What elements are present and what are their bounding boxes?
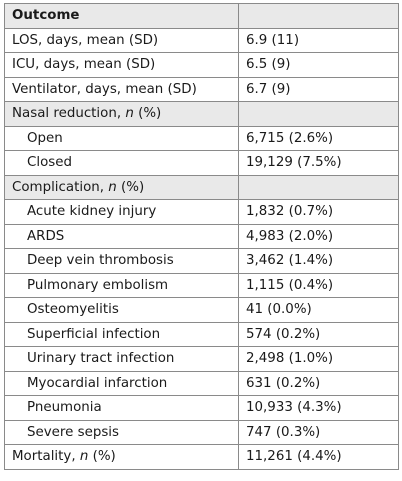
table-row: Acute kidney injury 1,832 (0.7%) [4,199,399,225]
table-row: Osteomyelitis 41 (0.0%) [4,297,399,323]
row-value-cell [238,174,399,200]
table-row: Deep vein thrombosis 3,462 (1.4%) [4,248,399,274]
row-value-cell: 41 (0.0%) [238,297,399,323]
row-label-cell: Open [4,125,239,151]
table-row: Pulmonary embolism 1,115 (0.4%) [4,272,399,298]
table-row: Superficial infection 574 (0.2%) [4,321,399,347]
row-value-cell: 1,115 (0.4%) [238,272,399,298]
row-label-cell: Myocardial infarction [4,370,239,396]
table-row: ARDS 4,983 (2.0%) [4,223,399,249]
row-label-cell: Pneumonia [4,395,239,421]
row-value-cell: 3,462 (1.4%) [238,248,399,274]
row-value-cell: 19,129 (7.5%) [238,150,399,176]
row-value-cell: 6,715 (2.6%) [238,125,399,151]
header-outcome-cell: Outcome [4,3,239,29]
row-label-cell: Severe sepsis [4,419,239,445]
row-label-cell: Ventilator, days, mean (SD) [4,76,239,102]
row-label-suffix: (%) [116,179,145,195]
table-container: Outcome LOS, days, mean (SD) 6.9 (11) ICU,… [4,3,399,470]
table-row: Severe sepsis 747 (0.3%) [4,419,399,445]
row-label-cell: ICU, days, mean (SD) [4,52,239,78]
row-label-text: Nasal reduction, [12,106,126,122]
row-label-text: Mortality, [12,449,80,465]
row-label-suffix: (%) [88,449,116,465]
row-label-cell: Superficial infection [4,321,239,347]
row-value-cell: 4,983 (2.0%) [238,223,399,249]
table-row: Open 6,715 (2.6%) [4,125,399,151]
table-header-row: Outcome [4,3,399,29]
row-label-cell: Osteomyelitis [4,297,239,323]
table-row: Urinary tract infection 2,498 (1.0%) [4,346,399,372]
row-value-cell: 11,261 (4.4%) [238,444,399,470]
row-value-cell: 10,933 (4.3%) [238,395,399,421]
table-row: Pneumonia 10,933 (4.3%) [4,395,399,421]
table-row: Myocardial infarction 631 (0.2%) [4,370,399,396]
row-value-cell: 574 (0.2%) [238,321,399,347]
row-label-cell: Pulmonary embolism [4,272,239,298]
row-label-italic: n [125,106,134,122]
section-row: Nasal reduction, n (%) [4,101,399,127]
row-value-cell: 631 (0.2%) [238,370,399,396]
row-label-cell: Acute kidney injury [4,199,239,225]
outcomes-table: Outcome LOS, days, mean (SD) 6.9 (11) ICU,… [4,3,399,470]
row-value-cell: 6.7 (9) [238,76,399,102]
row-label-cell: Deep vein thrombosis [4,248,239,274]
row-label-text: Complication, [12,179,109,195]
table-row: ICU, days, mean (SD) 6.5 (9) [4,52,399,78]
table-row: LOS, days, mean (SD) 6.9 (11) [4,27,399,53]
row-value-cell: 747 (0.3%) [238,419,399,445]
row-value-cell: 6.9 (11) [238,27,399,53]
row-label-cell: Mortality, n (%) [4,444,239,470]
row-label-cell: Urinary tract infection [4,346,239,372]
table-row: Mortality, n (%) 11,261 (4.4%) [4,444,399,470]
row-value-cell: 1,832 (0.7%) [238,199,399,225]
row-label-cell: Complication, n (%) [4,174,239,200]
section-row: Complication, n (%) [4,174,399,200]
row-value-cell: 6.5 (9) [238,52,399,78]
row-value-cell [238,101,399,127]
table-row: Ventilator, days, mean (SD) 6.7 (9) [4,76,399,102]
row-label-cell: Nasal reduction, n (%) [4,101,239,127]
row-label-cell: LOS, days, mean (SD) [4,27,239,53]
row-label-cell: ARDS [4,223,239,249]
row-label-italic: n [108,179,117,195]
table-row: Closed 19,129 (7.5%) [4,150,399,176]
row-label-suffix: (%) [133,106,162,122]
row-label-cell: Closed [4,150,239,176]
row-label-italic: n [79,449,89,465]
header-value-cell [238,3,399,29]
row-value-cell: 2,498 (1.0%) [238,346,399,372]
